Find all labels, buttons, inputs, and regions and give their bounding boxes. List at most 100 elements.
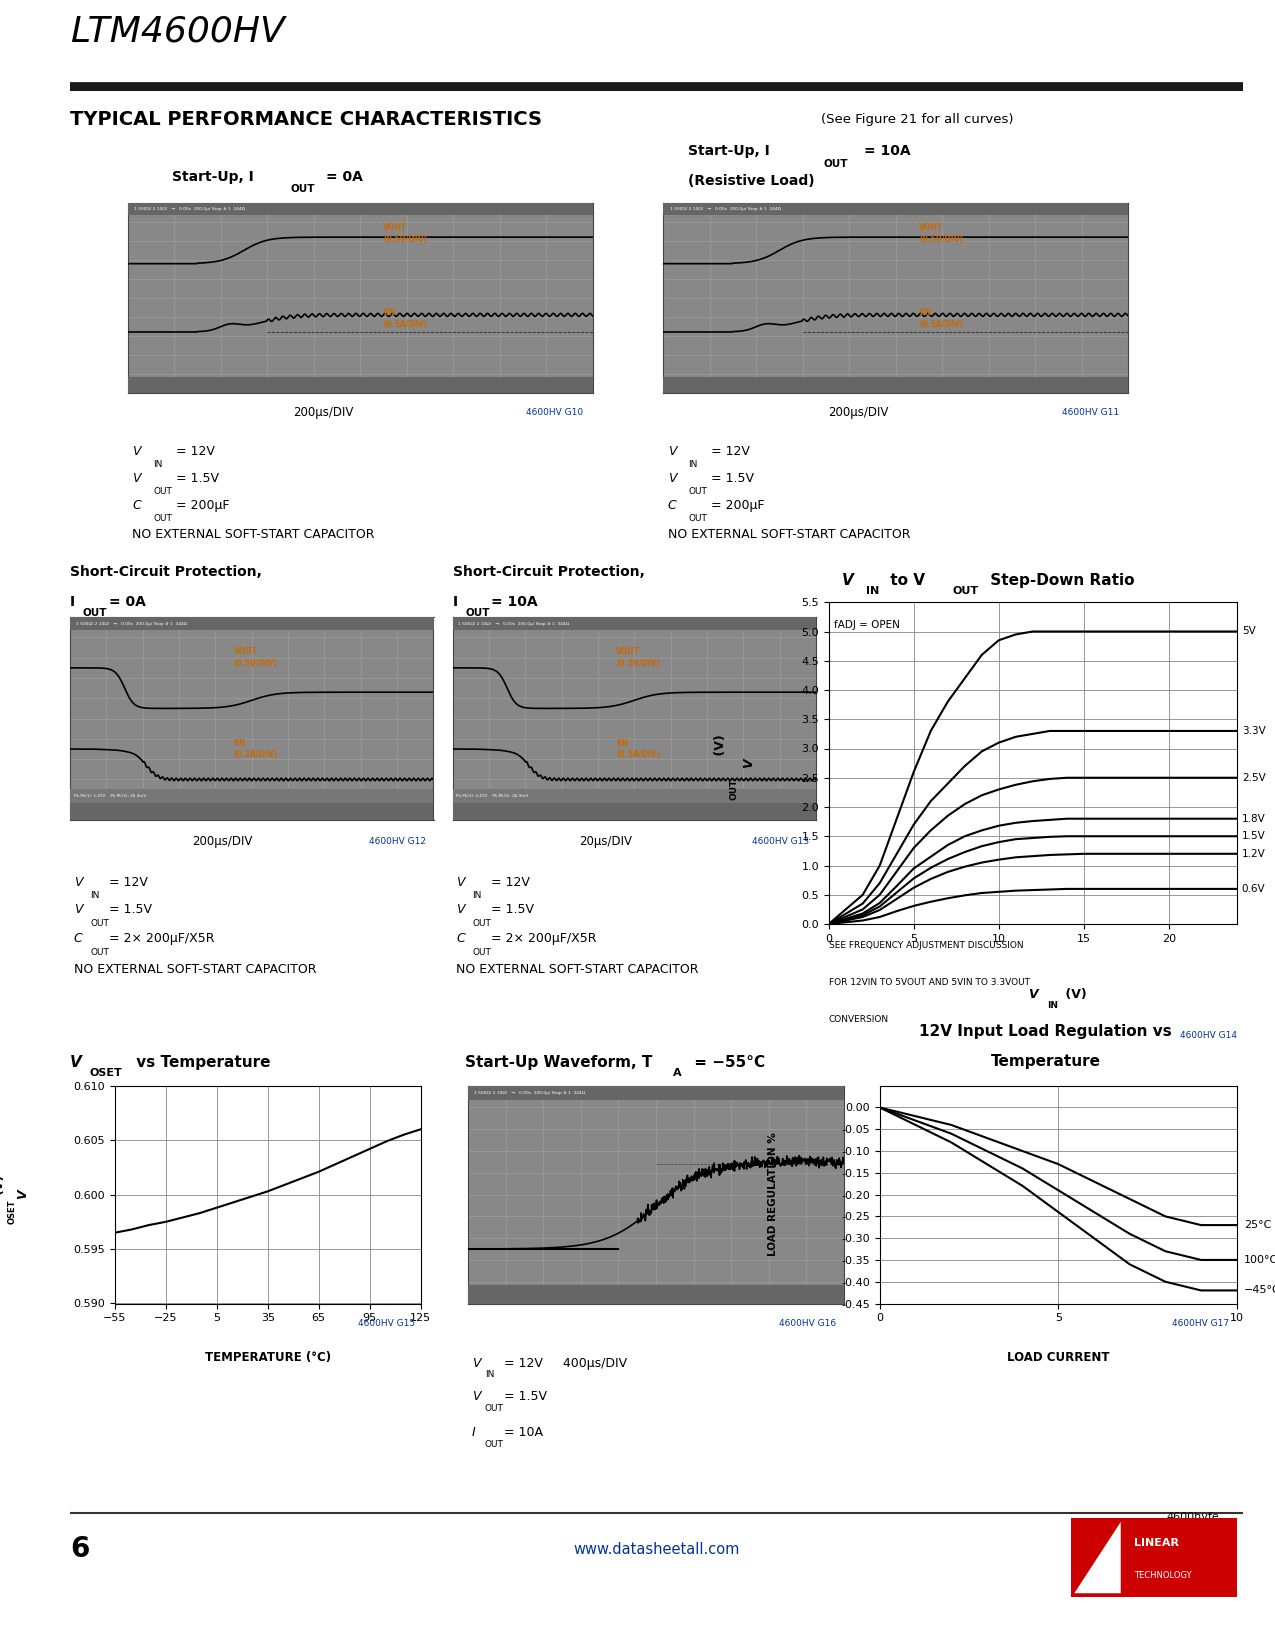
Text: IN: IN xyxy=(91,891,99,901)
Bar xyxy=(468,1285,844,1304)
Text: TECHNOLOGY: TECHNOLOGY xyxy=(1133,1571,1192,1579)
Text: V: V xyxy=(668,446,676,459)
Text: V: V xyxy=(742,759,755,767)
Text: = 1.5V: = 1.5V xyxy=(487,903,534,916)
Text: OSET: OSET xyxy=(8,1200,17,1224)
Text: = 12V: = 12V xyxy=(487,876,530,889)
Text: (Resistive Load): (Resistive Load) xyxy=(688,173,815,188)
Bar xyxy=(70,617,434,630)
Text: SEE FREQUENCY ADJUSTMENT DISCUSSION: SEE FREQUENCY ADJUSTMENT DISCUSSION xyxy=(829,940,1024,950)
Text: OUT: OUT xyxy=(291,183,315,195)
Bar xyxy=(128,203,593,214)
Text: IIN
(0.5A/DIV): IIN (0.5A/DIV) xyxy=(384,309,427,328)
Text: VOUT
(0.5V/DIV): VOUT (0.5V/DIV) xyxy=(384,223,427,244)
Text: VOUT
(0.5V/DIV): VOUT (0.5V/DIV) xyxy=(919,223,963,244)
Text: IN: IN xyxy=(473,891,482,901)
Text: = 12V: = 12V xyxy=(172,446,214,459)
Text: V: V xyxy=(1028,988,1038,1002)
Bar xyxy=(70,789,434,804)
Text: = −55°C: = −55°C xyxy=(688,1054,765,1071)
Text: 200μs/DIV: 200μs/DIV xyxy=(193,835,252,848)
Text: V: V xyxy=(133,446,140,459)
Text: 4600HV G13: 4600HV G13 xyxy=(751,837,808,846)
Text: NO EXTERNAL SOFT-START CAPACITOR: NO EXTERNAL SOFT-START CAPACITOR xyxy=(74,964,316,977)
Text: IN: IN xyxy=(153,460,162,470)
Text: V: V xyxy=(456,903,465,916)
Bar xyxy=(468,1086,844,1101)
Text: OUT: OUT xyxy=(688,487,708,495)
Text: LINEAR: LINEAR xyxy=(1133,1538,1179,1548)
Polygon shape xyxy=(1075,1521,1121,1594)
Text: V: V xyxy=(70,1054,82,1071)
Text: OUT: OUT xyxy=(484,1404,504,1412)
Text: = 12V: = 12V xyxy=(708,446,750,459)
Text: 2.5V: 2.5V xyxy=(1242,772,1266,782)
Text: IIN
(0.5A/DIV): IIN (0.5A/DIV) xyxy=(919,309,963,328)
Text: 4600HV G11: 4600HV G11 xyxy=(1062,408,1119,417)
Text: 4600HV G14: 4600HV G14 xyxy=(1179,1031,1237,1040)
Text: Start-Up Waveform, T: Start-Up Waveform, T xyxy=(465,1054,653,1071)
Text: Pk-Pk(1): 1.47V    Pk-Pk(3): 26.3mV: Pk-Pk(1): 1.47V Pk-Pk(3): 26.3mV xyxy=(74,794,147,797)
Text: OUT: OUT xyxy=(824,158,848,168)
Text: 12V Input Load Regulation vs: 12V Input Load Regulation vs xyxy=(919,1025,1172,1040)
Text: OUT: OUT xyxy=(952,586,978,596)
Text: V: V xyxy=(17,1190,29,1200)
Text: V: V xyxy=(456,876,465,889)
Text: IN: IN xyxy=(484,1370,495,1379)
Text: OUT: OUT xyxy=(91,949,108,957)
Text: LOAD CURRENT: LOAD CURRENT xyxy=(1007,1351,1109,1365)
Text: 0.6V: 0.6V xyxy=(1242,884,1266,894)
Text: C: C xyxy=(668,498,677,512)
Text: C: C xyxy=(456,932,465,945)
Text: OSET: OSET xyxy=(89,1068,122,1077)
Text: V: V xyxy=(74,903,83,916)
Text: OUT: OUT xyxy=(465,607,490,619)
Text: 4600HV G10: 4600HV G10 xyxy=(527,408,584,417)
Text: V: V xyxy=(472,1356,481,1370)
Bar xyxy=(453,617,816,630)
Text: C: C xyxy=(74,932,83,945)
Text: = 200μF: = 200μF xyxy=(708,498,765,512)
Text: to V: to V xyxy=(885,573,926,589)
Text: 20μs/DIV: 20μs/DIV xyxy=(579,835,631,848)
Text: NO EXTERNAL SOFT-START CAPACITOR: NO EXTERNAL SOFT-START CAPACITOR xyxy=(133,528,375,541)
Text: LOAD REGULATION %: LOAD REGULATION % xyxy=(768,1132,778,1257)
Text: Start-Up, I: Start-Up, I xyxy=(172,170,254,185)
Text: I: I xyxy=(453,594,458,609)
Text: 4600HV G16: 4600HV G16 xyxy=(779,1318,836,1328)
Text: V: V xyxy=(668,472,676,485)
Text: 1 500Ω/ 2 10Ω/   →   0.00s  200.0μ/ Stop # 1  344Ω: 1 500Ω/ 2 10Ω/ → 0.00s 200.0μ/ Stop # 1 … xyxy=(473,1091,585,1094)
Text: 25°C: 25°C xyxy=(1244,1219,1271,1231)
Text: LTM4600HV: LTM4600HV xyxy=(70,15,284,48)
Text: IN: IN xyxy=(1047,1002,1058,1010)
Text: Short-Circuit Protection,: Short-Circuit Protection, xyxy=(70,564,261,579)
Text: 200μs/DIV: 200μs/DIV xyxy=(293,406,353,419)
Text: = 1.5V: = 1.5V xyxy=(708,472,755,485)
Text: 1 500Ω/ 2 10Ω/   →   0.00s  200.0μ/ Stop # 1  344Ω: 1 500Ω/ 2 10Ω/ → 0.00s 200.0μ/ Stop # 1 … xyxy=(75,622,186,625)
Text: OUT: OUT xyxy=(153,513,172,523)
Text: Step-Down Ratio: Step-Down Ratio xyxy=(984,573,1135,589)
Text: NO EXTERNAL SOFT-START CAPACITOR: NO EXTERNAL SOFT-START CAPACITOR xyxy=(456,964,699,977)
Text: www.datasheetall.com: www.datasheetall.com xyxy=(574,1541,740,1558)
Text: V: V xyxy=(842,573,853,589)
Text: I: I xyxy=(70,594,75,609)
Text: −45°C: −45°C xyxy=(1244,1285,1275,1295)
Text: OUT: OUT xyxy=(688,513,708,523)
Text: = 200μF: = 200μF xyxy=(172,498,229,512)
Text: (V): (V) xyxy=(1061,988,1088,1002)
Text: Pk-Pk(1): 1.47V    Pk-Pk(3): 26.3mV: Pk-Pk(1): 1.47V Pk-Pk(3): 26.3mV xyxy=(456,794,529,797)
Text: = 0A: = 0A xyxy=(108,594,145,609)
Text: CONVERSION: CONVERSION xyxy=(829,1015,889,1023)
Text: FOR 12VIN TO 5VOUT AND 5VIN TO 3.3VOUT: FOR 12VIN TO 5VOUT AND 5VIN TO 3.3VOUT xyxy=(829,978,1030,987)
Text: = 10A: = 10A xyxy=(864,144,912,158)
Bar xyxy=(453,804,816,820)
Text: IIN
(0.5A/DIV): IIN (0.5A/DIV) xyxy=(616,739,660,759)
Text: 1.8V: 1.8V xyxy=(1242,813,1266,823)
Bar xyxy=(663,203,1128,214)
Text: Short-Circuit Protection,: Short-Circuit Protection, xyxy=(453,564,644,579)
Text: TYPICAL PERFORMANCE CHARACTERISTICS: TYPICAL PERFORMANCE CHARACTERISTICS xyxy=(70,111,542,129)
Text: 4600HV G15: 4600HV G15 xyxy=(357,1318,414,1328)
Text: 3.3V: 3.3V xyxy=(1242,726,1266,736)
Text: 200μs/DIV: 200μs/DIV xyxy=(829,406,889,419)
Text: IN: IN xyxy=(688,460,697,470)
